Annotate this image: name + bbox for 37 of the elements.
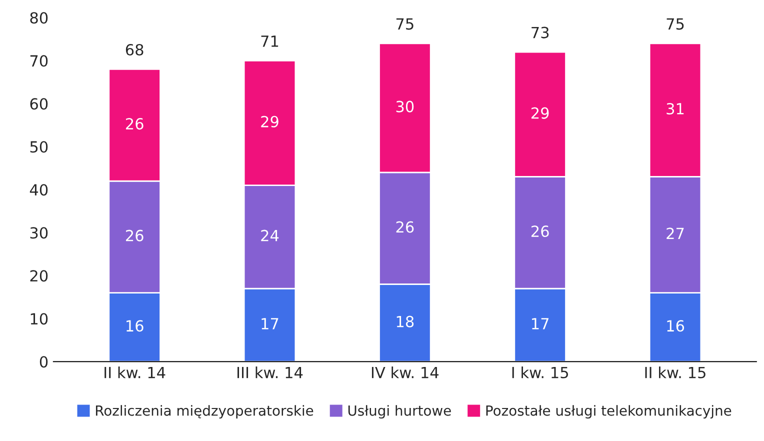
y-tick-label: 60 — [30, 98, 48, 110]
data-label: 29 — [531, 107, 549, 119]
data-label: 29 — [261, 116, 278, 128]
y-tick-label: 30 — [30, 227, 48, 239]
x-tick-label: IV kw. 14 — [372, 366, 439, 378]
y-tick-label: 50 — [30, 141, 48, 153]
total-label: 73 — [532, 26, 549, 38]
y-tick-label: 70 — [30, 55, 48, 67]
y-tick-label: 0 — [40, 356, 48, 368]
data-label: 27 — [666, 228, 684, 239]
total-label: 75 — [666, 18, 684, 30]
y-tick-label: 80 — [30, 12, 48, 24]
y-tick-label: 10 — [30, 313, 48, 325]
legend-label: Pozostałe usługi telekomunikacyjne — [486, 405, 732, 419]
data-label: 24 — [261, 230, 279, 242]
data-label: 17 — [262, 318, 278, 330]
data-label: 26 — [396, 221, 414, 233]
legend-label: Rozliczenia międzyoperatorskie — [96, 405, 314, 419]
x-tick-label: II kw. 15 — [645, 366, 706, 378]
data-label: 16 — [126, 320, 144, 332]
x-tick-label: III kw. 14 — [238, 366, 303, 378]
y-tick-label: 20 — [30, 270, 48, 282]
legend-label: Usługi hurtowe — [348, 405, 451, 419]
data-label: 26 — [531, 226, 549, 238]
data-label: 26 — [126, 118, 144, 130]
data-label: 17 — [532, 318, 549, 330]
data-label: 18 — [396, 316, 414, 328]
total-label: 71 — [261, 36, 278, 47]
total-label: 68 — [126, 44, 144, 56]
data-label: 30 — [396, 100, 414, 112]
x-tick-label: I kw. 15 — [512, 366, 568, 378]
data-label: 31 — [666, 102, 684, 115]
data-label: 16 — [667, 320, 684, 332]
y-tick-label: 40 — [30, 184, 48, 196]
data-label: 26 — [126, 230, 144, 242]
x-tick-label: II kw. 14 — [104, 366, 166, 378]
total-label: 75 — [396, 18, 414, 30]
